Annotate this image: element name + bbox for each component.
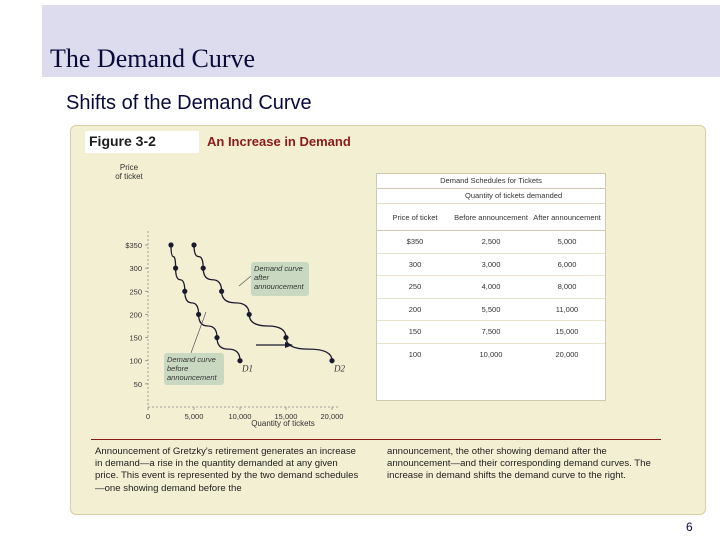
table-cell: 100	[408, 349, 422, 359]
header-price: Price of ticket	[392, 212, 438, 222]
caption-text-right: announcement, the other showing demand a…	[387, 446, 651, 482]
figure-number: Figure 3-2	[89, 133, 156, 149]
table-row: 100 10,000 20,000	[377, 344, 605, 366]
table-cell: 2,500	[481, 237, 501, 246]
table-cell: 6,000	[557, 259, 577, 269]
data-point	[182, 288, 188, 294]
x-tick-label: 0	[146, 412, 150, 421]
table-cell: 15,000	[555, 327, 579, 336]
demand-curve-d1	[170, 244, 241, 361]
table-row: 250 4,000 8,000	[377, 276, 605, 299]
x-tick-label: 20,000	[321, 412, 344, 421]
header-after: After announcement	[533, 212, 601, 222]
table-cell: 250	[408, 282, 422, 291]
y-tick-label: 200	[129, 310, 142, 319]
shift-arrow-head	[285, 342, 293, 348]
y-axis-label: Price	[120, 163, 139, 172]
slide-title: The Demand Curve	[50, 44, 256, 73]
table-cell: 300	[408, 259, 422, 269]
table-cell: 5,500	[481, 304, 501, 314]
annotation-after-text: Demand curve	[254, 264, 303, 273]
data-point	[246, 311, 252, 318]
x-tick-label: 15,000	[275, 412, 298, 421]
table-cell: 200	[408, 304, 422, 314]
curve-label-d2: D2	[333, 364, 345, 374]
y-tick-label: 250	[129, 287, 142, 296]
annotation-before-text: announcement	[167, 373, 218, 382]
table-cell: 3,000	[481, 259, 501, 269]
x-axis-label: Quantity of tickets	[251, 419, 315, 428]
table-row: 150 7,500 15,000	[377, 321, 605, 344]
y-tick-label: 300	[129, 264, 142, 273]
table-row: 300 3,000 6,000	[377, 254, 605, 276]
y-tick-label: 150	[129, 334, 142, 343]
annotation-after-text: after	[254, 273, 270, 282]
y-tick-label: 50	[134, 380, 142, 389]
table-cell: 150	[408, 327, 422, 336]
data-point	[168, 242, 174, 248]
table-cell: 10,000	[479, 349, 503, 359]
table-cell: 5,000	[557, 237, 577, 246]
annotation-before-box	[164, 353, 224, 385]
annotation-after-text: announcement	[254, 282, 305, 291]
annotation-before-text: before	[167, 364, 188, 373]
caption-divider	[91, 439, 661, 440]
annotation-before-leader	[190, 311, 207, 354]
y-axis-label: of ticket	[115, 172, 143, 181]
data-point	[214, 334, 220, 341]
table-cell: 7,500	[481, 327, 501, 336]
table-cell: 4,000	[481, 282, 501, 291]
title-band	[42, 5, 720, 77]
curve-label-d1: D1	[241, 364, 253, 374]
x-tick-label: 5,000	[185, 412, 204, 421]
slide-subtitle: Shifts of the Demand Curve	[66, 92, 312, 114]
data-point	[329, 358, 335, 364]
figure-panel: Figure 3-2 An Increase in Demand Price of…	[70, 125, 706, 515]
table-cell: 11,000	[555, 304, 579, 314]
figure-caption: An Increase in Demand	[207, 134, 351, 149]
data-point	[283, 334, 289, 341]
annotation-after-box	[251, 262, 309, 296]
data-point	[173, 265, 179, 271]
table-cell: 20,000	[555, 349, 579, 359]
table-cell: 8,000	[557, 282, 577, 291]
y-tick-label: 100	[129, 357, 142, 366]
header-before: Before announcement	[454, 212, 528, 222]
data-point	[237, 358, 243, 364]
data-point	[200, 265, 206, 271]
table-subtitle: Quantity of tickets demanded	[377, 189, 605, 204]
x-tick-label: 10,000	[229, 412, 252, 421]
table-title: Demand Schedules for Tickets	[377, 174, 605, 189]
caption-text-left: Announcement of Gretzky's retirement gen…	[95, 446, 359, 494]
y-tick-label: $350	[125, 241, 142, 250]
table-row: 200 5,500 11,000	[377, 299, 605, 321]
table-row: $350 2,500 5,000	[377, 231, 605, 254]
page-number: 6	[686, 520, 693, 534]
figure-label-box	[85, 131, 199, 153]
data-point	[191, 242, 197, 248]
demand-schedule-table: Demand Schedules for Tickets Quantity of…	[376, 173, 606, 401]
data-point	[219, 288, 225, 294]
table-header: Price of ticket Before announcement Afte…	[377, 204, 605, 231]
annotation-before-text: Demand curve	[167, 355, 216, 364]
table-cell: $350	[406, 237, 424, 246]
annotation-after-leader	[238, 275, 252, 287]
data-point	[196, 311, 202, 318]
